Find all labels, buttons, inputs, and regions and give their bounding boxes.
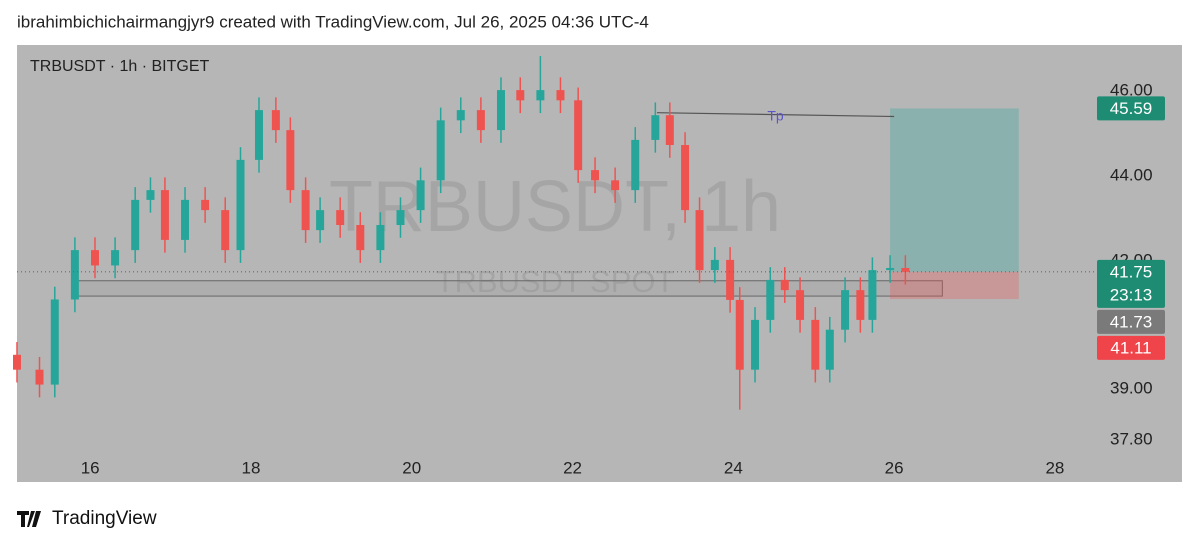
candle-body [146, 190, 155, 200]
y-tick-label: 44.00 [1110, 166, 1153, 185]
candle-body [735, 299, 744, 370]
candle-body [336, 210, 345, 226]
price-label: 41.75 [1110, 262, 1153, 281]
candle-body [591, 170, 600, 181]
plot: TRBUSDT, 1hTRBUSDT SPOT37.8039.0042.0044… [13, 56, 1165, 477]
chart-title: TRBUSDT · 1h · BITGET [30, 58, 210, 75]
candle-body [271, 110, 280, 131]
price-label-box [1097, 335, 1165, 360]
candle-body [301, 190, 310, 231]
header: ibrahimbichichairmangjyr9 created with T… [17, 12, 649, 31]
chart-panel [17, 45, 1182, 482]
candle-body [50, 299, 59, 385]
candle-body [695, 210, 704, 271]
zone [73, 280, 943, 297]
candle-body [496, 90, 505, 131]
candle-body [611, 180, 620, 191]
logo [17, 511, 41, 527]
candle-body [886, 267, 895, 271]
x-tick-label: 20 [402, 458, 421, 477]
candle-body [780, 279, 789, 291]
watermark-sub: TRBUSDT SPOT [436, 264, 675, 299]
x-tick-label: 22 [563, 458, 582, 477]
candle-body [856, 290, 865, 320]
price-label: 41.73 [1110, 312, 1153, 331]
candle-body [631, 139, 640, 191]
candle-body [811, 319, 820, 370]
candle-body [436, 120, 445, 181]
x-tick-label: 18 [241, 458, 260, 477]
y-tick-label: 37.80 [1110, 429, 1153, 448]
tp-line [656, 112, 895, 118]
price-label-box [1097, 259, 1165, 308]
candle-body [13, 354, 21, 370]
price-label: 41.11 [1110, 338, 1151, 357]
candle-body [796, 290, 805, 320]
candle-body [841, 290, 850, 330]
x-tick-label: 28 [1045, 458, 1064, 477]
candle-body [516, 90, 525, 101]
candle-body [651, 115, 660, 140]
loss-area [890, 271, 1019, 300]
candle-body [416, 180, 425, 211]
candle-body [665, 115, 674, 146]
candle-body [766, 279, 775, 320]
candle-body [35, 369, 44, 385]
candle-body [160, 190, 169, 240]
profit-area [890, 108, 1019, 272]
tp-label: Tp [767, 107, 784, 123]
candle-body [70, 250, 79, 300]
candle-body [316, 210, 325, 231]
x-tick-label: 24 [724, 458, 743, 477]
watermark: TRBUSDT, 1h [329, 167, 781, 247]
candle-body [254, 110, 263, 160]
candle-body [556, 90, 565, 101]
candle-body [476, 110, 485, 131]
candle-body [221, 210, 230, 251]
y-tick-label: 39.00 [1110, 378, 1153, 397]
candle-body [201, 199, 210, 211]
candle-body [868, 270, 877, 320]
candle-body [111, 250, 120, 266]
candle-body [574, 100, 583, 171]
candle-body [356, 225, 365, 251]
candle-body [536, 90, 545, 101]
candle-body [396, 210, 405, 226]
candle-body [825, 329, 834, 370]
x-tick-label: 26 [885, 458, 904, 477]
candle-body [726, 259, 735, 300]
price-label: 45.59 [1110, 99, 1153, 118]
footer-brand: TradingView [52, 508, 157, 529]
candle-body [90, 250, 99, 266]
price-label-box [1097, 96, 1165, 121]
candle-body [751, 319, 760, 370]
candle-body [681, 145, 690, 211]
price-label-box [1097, 309, 1165, 334]
candle-body [131, 199, 140, 251]
candle-body [286, 130, 295, 191]
x-tick-label: 16 [81, 458, 100, 477]
candle-body [236, 159, 245, 251]
candle-body [710, 259, 719, 271]
candle-body [901, 267, 910, 272]
candle-body [376, 225, 385, 251]
candle-body [456, 110, 465, 121]
countdown: 23:13 [1110, 285, 1153, 304]
y-tick-label: 46.00 [1110, 80, 1153, 99]
candle-body [181, 199, 190, 240]
